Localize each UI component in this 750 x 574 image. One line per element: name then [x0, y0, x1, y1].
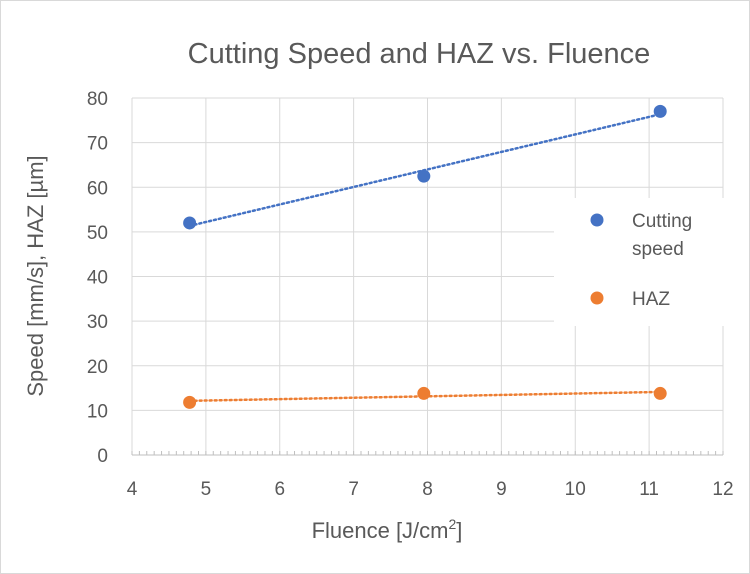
data-point-series-2 — [653, 386, 667, 400]
x-axis-title-suffix: ] — [456, 518, 462, 543]
x-tick-label: 10 — [565, 479, 586, 500]
x-tick-label: 6 — [274, 479, 285, 500]
y-axis-title: Speed [mm/s], HAZ [µm] — [23, 155, 48, 396]
data-points — [183, 104, 667, 409]
data-point-series-1 — [183, 216, 197, 230]
legend-label-line: Cutting — [632, 211, 692, 232]
legend-marker-series-1 — [590, 213, 604, 227]
x-tick-label: 5 — [201, 479, 212, 500]
x-tick-label: 4 — [127, 479, 138, 500]
x-tick-label: 8 — [422, 479, 433, 500]
data-point-series-1 — [417, 169, 431, 183]
y-tick-label: 70 — [87, 134, 108, 155]
y-tick-labels: 0 10 20 30 40 50 60 70 80 — [87, 89, 108, 467]
data-point-series-2 — [417, 386, 431, 400]
data-point-series-2 — [183, 395, 197, 409]
legend-marker-series-2 — [590, 291, 604, 305]
x-tick-label: 11 — [639, 479, 659, 500]
legend-label-line: speed — [632, 239, 684, 260]
y-tick-label: 80 — [87, 89, 108, 110]
legend-label-series-2: HAZ — [632, 289, 670, 310]
y-tick-label: 30 — [87, 312, 108, 333]
legend-label-line: HAZ — [632, 289, 670, 310]
x-axis-title-superscript: 2 — [449, 516, 457, 532]
y-tick-label: 60 — [87, 178, 108, 199]
x-tick-label: 7 — [348, 479, 359, 500]
axes — [131, 451, 724, 456]
x-axis-title-text: Fluence [J/cm — [312, 518, 449, 543]
y-tick-label: 20 — [87, 357, 108, 378]
x-axis-title: Fluence [J/cm2] — [312, 516, 463, 543]
legend: Cutting speed HAZ — [554, 198, 724, 326]
y-tick-label: 50 — [87, 223, 108, 244]
y-tick-label: 0 — [97, 446, 108, 467]
legend-box — [554, 198, 724, 326]
y-tick-label: 10 — [87, 401, 108, 422]
data-point-series-1 — [653, 104, 667, 118]
chart-title: Cutting Speed and HAZ vs. Fluence — [188, 38, 651, 70]
x-tick-label: 9 — [496, 479, 507, 500]
x-tick-labels: 4 5 6 7 8 9 10 11 12 — [127, 479, 734, 500]
x-tick-label: 12 — [712, 479, 733, 500]
y-tick-label: 40 — [87, 268, 108, 289]
legend-label-series-1: Cutting speed — [632, 211, 692, 260]
